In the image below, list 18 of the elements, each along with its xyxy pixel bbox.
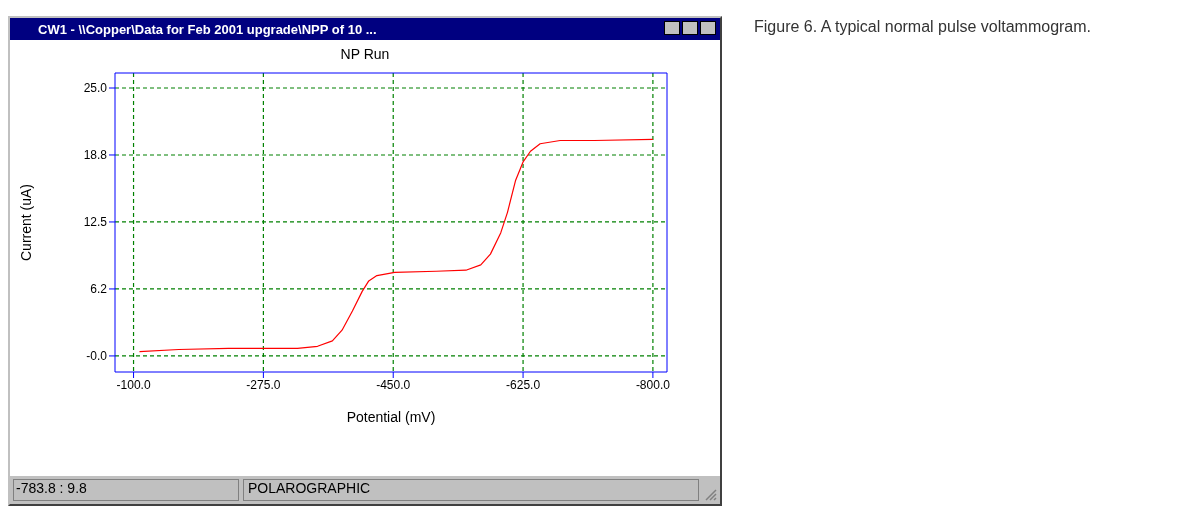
text: POLAROGRAPHIC [243, 479, 699, 501]
y-axis-title: Current (uA) [17, 183, 34, 262]
x-tick-label: -275.0 [246, 377, 281, 392]
y-tick-label: -0.0 [86, 349, 108, 364]
caption: Figure 6. A typical normal pulse voltammogram. [754, 18, 1092, 37]
y-tick-label: 25.0 [83, 81, 108, 96]
text: -783.8 : 9.8 [13, 479, 239, 501]
chart-title: NP Run [339, 46, 391, 62]
x-tick-label: -450.0 [376, 377, 411, 392]
x-tick-label: -100.0 [116, 377, 151, 392]
x-axis-title: Potential (mV) [346, 409, 436, 425]
x-tick-label: -800.0 [635, 377, 671, 392]
text: CW1 - \\Copper\Data for Feb 2001 upgrade\NPP of 10 ... [38, 21, 377, 37]
y-tick-label: 6.2 [90, 282, 108, 297]
y-tick-label: 12.5 [83, 215, 108, 230]
x-tick-label: -625.0 [506, 377, 541, 392]
y-tick-label: 18.8 [83, 148, 108, 163]
line-series [138, 138, 654, 353]
